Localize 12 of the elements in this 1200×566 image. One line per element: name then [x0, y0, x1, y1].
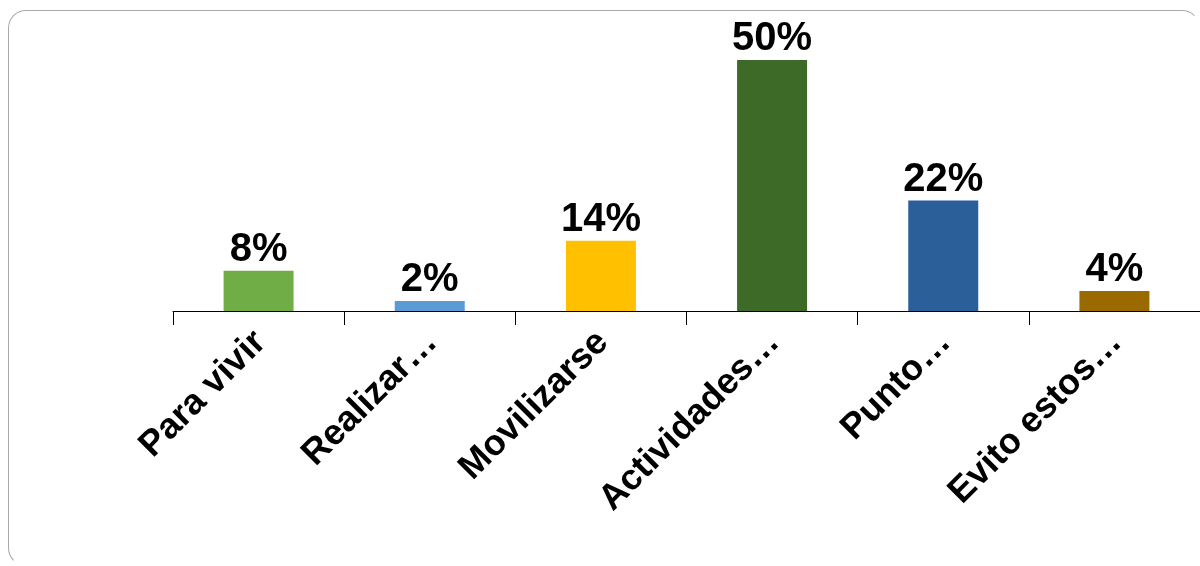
bar: [223, 270, 294, 311]
data-label: 2%: [400, 254, 459, 299]
data-label: 4%: [1085, 244, 1144, 289]
bar: [565, 240, 636, 311]
bar: [737, 60, 808, 311]
data-label: 14%: [560, 194, 641, 239]
bar: [1079, 290, 1150, 311]
bar: [908, 200, 979, 311]
bar: [394, 300, 465, 311]
data-label: 8%: [229, 224, 288, 269]
data-label: 50%: [732, 14, 813, 58]
data-label: 22%: [903, 154, 984, 199]
